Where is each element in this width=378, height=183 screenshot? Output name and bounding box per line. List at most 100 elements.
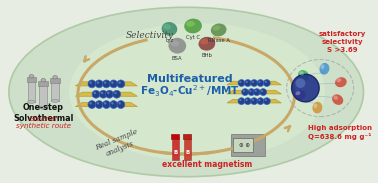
Circle shape	[113, 90, 121, 98]
Ellipse shape	[29, 74, 34, 78]
Polygon shape	[227, 90, 281, 94]
Circle shape	[249, 90, 251, 92]
Circle shape	[92, 90, 100, 98]
Ellipse shape	[313, 102, 322, 113]
Text: Cyt C: Cyt C	[186, 35, 200, 40]
Text: BSA: BSA	[172, 56, 183, 61]
Circle shape	[117, 101, 125, 109]
Circle shape	[118, 102, 121, 104]
Circle shape	[88, 101, 96, 109]
Text: Fe$_3$O$_4$-Cu$^{2+}$/MMT: Fe$_3$O$_4$-Cu$^{2+}$/MMT	[140, 83, 240, 99]
Ellipse shape	[186, 21, 195, 27]
Bar	[26, 77, 36, 82]
Circle shape	[99, 90, 107, 98]
Circle shape	[260, 89, 266, 96]
Ellipse shape	[184, 19, 202, 33]
Ellipse shape	[211, 23, 226, 36]
Text: BHb: BHb	[201, 53, 212, 58]
Ellipse shape	[53, 76, 57, 79]
Circle shape	[246, 81, 248, 83]
Circle shape	[90, 81, 92, 84]
Circle shape	[252, 99, 254, 101]
Text: B: B	[173, 150, 177, 155]
Text: excellent magnetism: excellent magnetism	[162, 160, 252, 169]
Ellipse shape	[335, 77, 347, 87]
Circle shape	[243, 90, 245, 92]
Circle shape	[114, 92, 117, 94]
Circle shape	[111, 102, 114, 104]
Circle shape	[242, 89, 248, 96]
Text: Selectivity: Selectivity	[126, 31, 174, 40]
Circle shape	[97, 102, 99, 104]
Ellipse shape	[298, 70, 309, 81]
Bar	[28, 78, 36, 102]
Text: High adsorption
Q=638.6 mg g⁻¹: High adsorption Q=638.6 mg g⁻¹	[308, 125, 372, 140]
Circle shape	[296, 78, 305, 88]
Text: satisfactory
selectivity
S >3.69: satisfactory selectivity S >3.69	[319, 31, 367, 53]
Circle shape	[251, 98, 257, 105]
Ellipse shape	[39, 106, 47, 109]
Circle shape	[105, 90, 113, 98]
Bar	[51, 79, 59, 101]
Circle shape	[258, 81, 260, 83]
Circle shape	[104, 102, 106, 104]
Bar	[183, 134, 191, 139]
Polygon shape	[75, 102, 138, 107]
Circle shape	[265, 99, 267, 101]
Ellipse shape	[212, 25, 220, 31]
Circle shape	[244, 98, 251, 105]
Ellipse shape	[69, 23, 325, 161]
Bar	[172, 138, 179, 160]
Circle shape	[291, 74, 319, 102]
Circle shape	[110, 80, 118, 88]
Circle shape	[253, 89, 260, 96]
Ellipse shape	[9, 7, 364, 177]
Circle shape	[117, 80, 125, 88]
Ellipse shape	[169, 38, 186, 54]
Polygon shape	[75, 92, 138, 96]
Ellipse shape	[333, 96, 338, 100]
Circle shape	[239, 99, 242, 101]
Ellipse shape	[161, 22, 177, 36]
Circle shape	[251, 80, 257, 87]
Text: ⊕ ⊕: ⊕ ⊕	[239, 143, 250, 148]
Bar	[39, 82, 47, 108]
Circle shape	[265, 81, 267, 83]
Circle shape	[261, 90, 263, 92]
Circle shape	[244, 80, 251, 87]
Bar	[171, 134, 179, 139]
Ellipse shape	[28, 100, 36, 103]
Circle shape	[248, 89, 255, 96]
Text: One-step
Solvothermal: One-step Solvothermal	[13, 103, 74, 123]
Circle shape	[102, 80, 110, 88]
Bar	[234, 138, 253, 152]
Ellipse shape	[41, 79, 46, 82]
Text: Multifeatured: Multifeatured	[147, 74, 233, 84]
Ellipse shape	[296, 91, 301, 95]
Circle shape	[88, 80, 96, 88]
Circle shape	[252, 81, 254, 83]
Ellipse shape	[336, 78, 341, 82]
Bar	[39, 81, 48, 86]
Circle shape	[94, 92, 96, 94]
Ellipse shape	[332, 94, 343, 105]
Ellipse shape	[170, 40, 179, 46]
Circle shape	[238, 80, 245, 87]
Circle shape	[102, 101, 110, 109]
Ellipse shape	[198, 37, 215, 51]
Ellipse shape	[51, 99, 59, 102]
Circle shape	[104, 81, 106, 84]
Ellipse shape	[313, 103, 318, 108]
Ellipse shape	[299, 71, 304, 76]
Polygon shape	[227, 81, 281, 85]
Circle shape	[90, 102, 92, 104]
Text: Real sample
analysis: Real sample analysis	[94, 128, 142, 161]
Circle shape	[257, 98, 264, 105]
Text: Greener
synthetic route: Greener synthetic route	[16, 116, 71, 129]
Circle shape	[111, 81, 114, 84]
Circle shape	[97, 81, 99, 84]
Circle shape	[255, 90, 257, 92]
Bar	[231, 134, 265, 156]
Bar	[184, 138, 191, 160]
Circle shape	[239, 81, 242, 83]
